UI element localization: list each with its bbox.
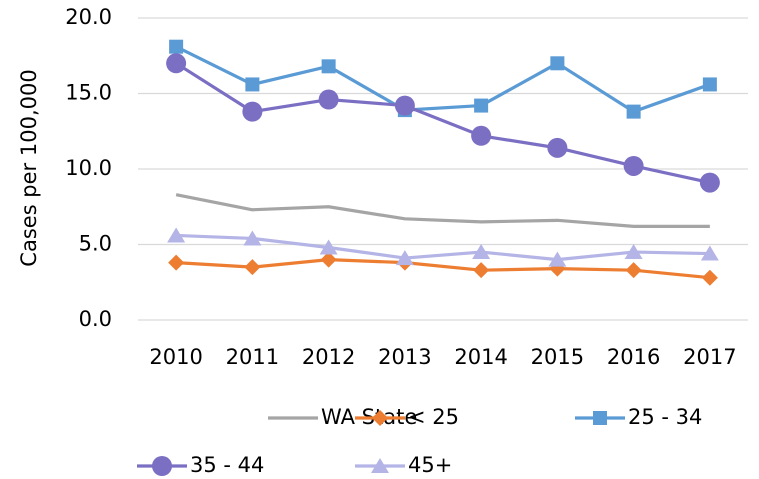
legend-label: 35 - 44	[190, 453, 264, 477]
x-tick-label: 2017	[683, 345, 736, 369]
legend-label: 45+	[408, 453, 452, 477]
data-point	[169, 39, 184, 54]
series-line	[176, 258, 711, 280]
data-point	[472, 244, 491, 260]
legend-label: 25 - 34	[628, 405, 702, 429]
data-point	[320, 251, 337, 268]
y-axis-label: Cases per 100,000	[17, 69, 41, 266]
data-point	[245, 77, 260, 92]
legend-label: < 25	[408, 405, 459, 429]
data-point	[319, 239, 338, 255]
y-tick-label: 20.0	[65, 5, 112, 29]
x-tick-label: 2016	[607, 345, 660, 369]
series-line	[175, 193, 710, 228]
data-point	[167, 227, 186, 243]
data-point	[318, 89, 339, 110]
data-point	[700, 245, 719, 261]
legend-marker	[593, 411, 607, 425]
data-point	[244, 259, 261, 276]
data-point	[168, 254, 185, 271]
data-point	[242, 101, 263, 122]
data-point	[550, 56, 565, 71]
data-point	[699, 172, 720, 193]
x-tick-label: 2011	[226, 345, 279, 369]
data-point	[471, 125, 492, 146]
data-point	[547, 137, 568, 158]
data-point	[701, 269, 718, 286]
series-line	[175, 61, 711, 185]
x-tick-label: 2013	[378, 345, 431, 369]
x-tick-label: 2012	[302, 345, 355, 369]
y-tick-label: 0.0	[79, 307, 112, 331]
legend-marker	[371, 458, 389, 473]
data-point	[626, 104, 641, 119]
data-point	[625, 262, 642, 279]
data-point	[243, 230, 262, 246]
data-point	[474, 98, 489, 113]
x-tick-label: 2010	[149, 345, 202, 369]
data-point	[623, 155, 644, 176]
data-point	[624, 244, 643, 260]
legend-marker	[152, 456, 172, 476]
data-point	[321, 59, 336, 74]
data-point	[702, 77, 717, 92]
data-point	[395, 250, 414, 266]
data-point	[473, 262, 490, 279]
y-tick-label: 10.0	[65, 156, 112, 180]
series-line	[176, 233, 710, 262]
data-point	[394, 95, 415, 116]
data-point	[548, 251, 567, 267]
y-tick-label: 15.0	[65, 81, 112, 105]
data-point	[166, 53, 187, 74]
legend-marker	[372, 410, 388, 426]
y-tick-label: 5.0	[79, 232, 112, 256]
x-tick-label: 2014	[454, 345, 507, 369]
x-tick-label: 2015	[531, 345, 584, 369]
series-line	[175, 45, 711, 114]
